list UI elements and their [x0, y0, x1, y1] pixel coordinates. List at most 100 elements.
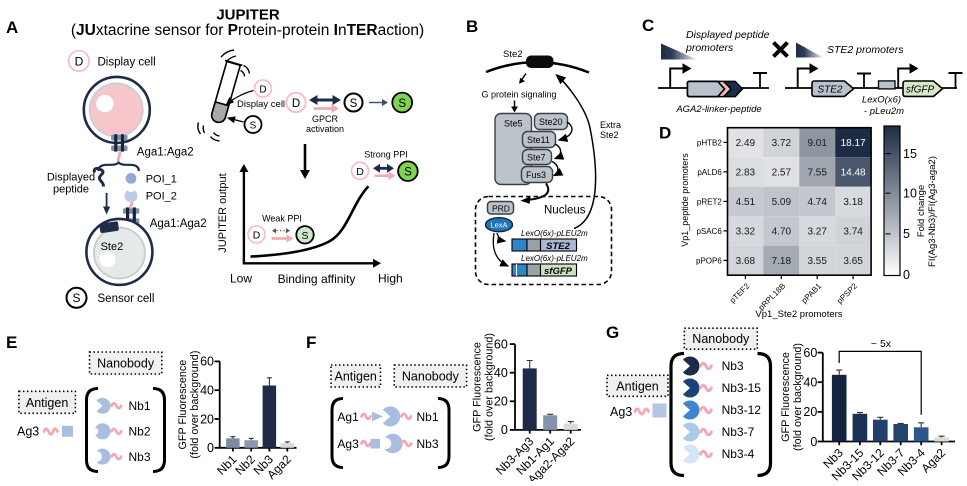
svg-text:pHTB2: pHTB2: [697, 138, 722, 147]
svg-text:S: S: [398, 98, 406, 110]
svg-text:sfGFP: sfGFP: [906, 85, 935, 96]
svg-text:Nanobody: Nanobody: [692, 332, 750, 346]
svg-text:LexO(6x)-pLEU2m: LexO(6x)-pLEU2m: [521, 254, 588, 263]
svg-text:3.18: 3.18: [843, 197, 863, 208]
svg-text:S: S: [350, 98, 358, 110]
svg-text:Ag1: Ag1: [337, 410, 359, 424]
svg-text:Nb1: Nb1: [129, 399, 151, 413]
svg-text:4.74: 4.74: [807, 197, 827, 208]
svg-text:Extra: Extra: [600, 120, 621, 130]
svg-text:pSAC6: pSAC6: [696, 227, 722, 236]
svg-text:JUPITER: JUPITER: [216, 7, 280, 24]
svg-text:D: D: [659, 124, 671, 143]
svg-text:20: 20: [494, 395, 508, 409]
svg-text:(fold over background): (fold over background): [792, 343, 804, 451]
svg-text:Nb3-7: Nb3-7: [722, 425, 755, 439]
svg-text:2.57: 2.57: [772, 168, 792, 179]
svg-text:S: S: [250, 120, 257, 131]
svg-text:STE2: STE2: [817, 85, 842, 96]
svg-text:7.55: 7.55: [807, 168, 827, 179]
svg-text:A: A: [6, 18, 18, 37]
svg-text:3.74: 3.74: [843, 227, 863, 238]
svg-text:Ste2: Ste2: [101, 241, 124, 253]
svg-text:Nb3-12: Nb3-12: [722, 403, 762, 417]
svg-text:F: F: [306, 333, 316, 352]
svg-text:Ag3: Ag3: [610, 405, 632, 419]
svg-text:High: High: [378, 272, 403, 286]
svg-text:Vp1_peptide promoters: Vp1_peptide promoters: [680, 153, 690, 247]
svg-text:Ste5: Ste5: [504, 119, 523, 129]
svg-text:Sensor cell: Sensor cell: [98, 293, 155, 305]
svg-text:Display cell: Display cell: [98, 56, 156, 68]
svg-text:(fold over background): (fold over background): [189, 351, 201, 459]
svg-text:Low: Low: [230, 272, 252, 286]
svg-text:D: D: [292, 98, 300, 110]
svg-text:40: 40: [200, 384, 214, 398]
svg-text:pPOP6: pPOP6: [696, 256, 722, 265]
svg-text:Nanobody: Nanobody: [402, 370, 460, 384]
svg-text:Antigen: Antigen: [334, 370, 376, 384]
svg-text:GPCR: GPCR: [312, 114, 339, 124]
svg-text:activation: activation: [306, 124, 344, 134]
svg-text:Nb3-15: Nb3-15: [722, 381, 762, 395]
svg-text:Strong PPI: Strong PPI: [364, 150, 408, 160]
svg-text:3.55: 3.55: [807, 256, 827, 267]
svg-text:Fold change: Fold change: [916, 185, 927, 237]
svg-text:D: D: [253, 229, 261, 241]
svg-text:2.83: 2.83: [736, 168, 756, 179]
svg-text:40: 40: [494, 366, 508, 380]
svg-text:0: 0: [810, 435, 817, 449]
svg-text:Aga1:Aga2: Aga1:Aga2: [150, 218, 207, 230]
svg-text:- pLeu2m: - pLeu2m: [864, 106, 904, 117]
svg-text:POI_1: POI_1: [146, 173, 177, 185]
svg-text:peptide: peptide: [53, 184, 89, 196]
svg-text:4.51: 4.51: [736, 197, 756, 208]
svg-text:GFP Fluorescence: GFP Fluorescence: [780, 352, 792, 442]
svg-text:Ste7: Ste7: [527, 153, 546, 163]
svg-text:promoters: promoters: [685, 42, 734, 54]
svg-text:10: 10: [903, 187, 917, 201]
svg-text:S: S: [404, 167, 412, 179]
svg-text:60: 60: [494, 337, 508, 351]
svg-text:E: E: [6, 333, 17, 352]
svg-text:60: 60: [803, 346, 817, 360]
svg-text:STE2 promoters: STE2 promoters: [827, 44, 904, 56]
svg-text:2.49: 2.49: [736, 138, 756, 149]
svg-text:3.72: 3.72: [772, 138, 792, 149]
svg-text:STE2: STE2: [546, 241, 570, 252]
svg-text:sfGFP: sfGFP: [544, 266, 573, 277]
svg-text:G: G: [606, 323, 619, 342]
svg-text:LexA: LexA: [490, 220, 507, 229]
svg-text:3.65: 3.65: [843, 256, 863, 267]
svg-text:PRD: PRD: [492, 204, 510, 214]
svg-text:G protein signaling: G protein signaling: [482, 90, 557, 100]
svg-text:60: 60: [200, 355, 214, 369]
svg-text:Nucleus: Nucleus: [544, 205, 586, 217]
svg-text:Fus3: Fus3: [526, 170, 546, 180]
svg-text:GFP Fluorescence: GFP Fluorescence: [472, 342, 484, 432]
svg-text:S: S: [301, 230, 308, 242]
svg-text:D: D: [356, 166, 364, 178]
svg-text:Display cell: Display cell: [237, 99, 285, 110]
svg-text:D: D: [259, 84, 266, 95]
svg-text:Nb3: Nb3: [722, 359, 744, 373]
svg-text:20: 20: [803, 405, 817, 419]
svg-text:15: 15: [903, 147, 917, 161]
svg-text:9.01: 9.01: [807, 138, 827, 149]
svg-text:0: 0: [501, 423, 508, 437]
svg-text:Ag3: Ag3: [337, 437, 359, 451]
svg-text:40: 40: [803, 376, 817, 390]
svg-text:4.70: 4.70: [772, 227, 792, 238]
svg-text:Ag3: Ag3: [17, 425, 39, 439]
svg-text:Ste2: Ste2: [503, 49, 523, 60]
svg-text:3.68: 3.68: [736, 256, 756, 267]
svg-text:0: 0: [903, 268, 910, 282]
svg-text:Ste11: Ste11: [527, 135, 550, 145]
svg-text:(JUxtacrine sensor for Protein: (JUxtacrine sensor for Protein-protein I…: [71, 22, 424, 39]
svg-text:GFP Fluorescence: GFP Fluorescence: [177, 360, 189, 450]
svg-text:7.18: 7.18: [772, 256, 792, 267]
svg-text:LexO(6x)-pLEU2m: LexO(6x)-pLEU2m: [521, 229, 588, 238]
svg-text:D: D: [75, 54, 84, 68]
svg-text:Nb3-4: Nb3-4: [722, 447, 755, 461]
svg-text:Ste2: Ste2: [600, 130, 619, 140]
